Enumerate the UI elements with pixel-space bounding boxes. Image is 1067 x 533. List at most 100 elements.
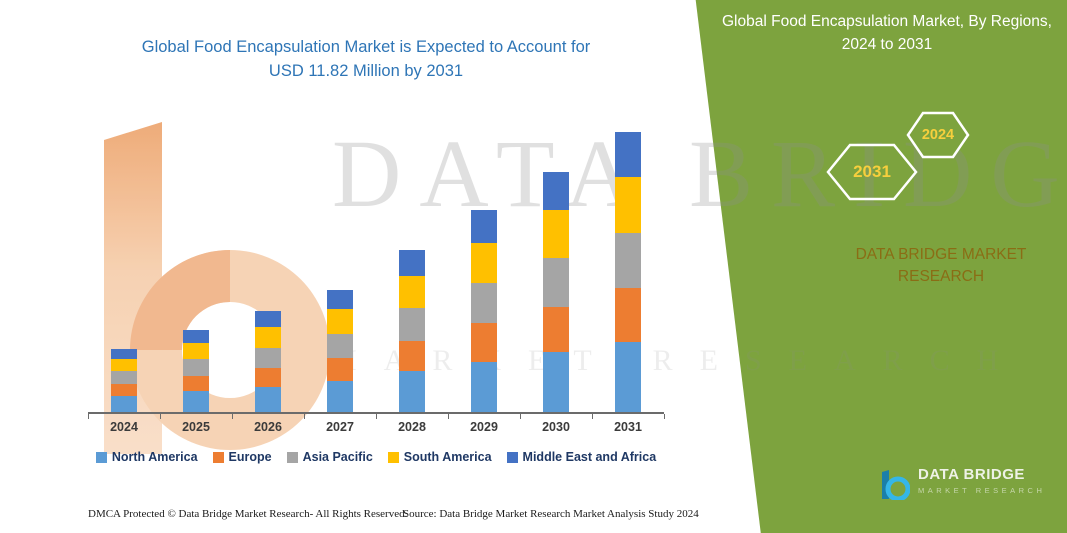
- bar-segment: [615, 232, 641, 289]
- chart-title-line2: USD 11.82 Million by 2031: [268, 61, 464, 80]
- legend-item: South America: [387, 450, 492, 464]
- bar-segment: [471, 210, 497, 243]
- bar-segment: [543, 258, 569, 307]
- legend-label: South America: [403, 450, 492, 464]
- bar-2028: [376, 118, 448, 412]
- bar-segment: [111, 348, 137, 359]
- footer-logo-name: DATA BRIDGE: [918, 466, 1025, 483]
- hexagon-badge-2024: 2024: [906, 110, 970, 160]
- bar-2027: [304, 118, 376, 412]
- bar-segment: [183, 329, 209, 344]
- data-bridge-logo-icon: [882, 470, 910, 500]
- badge-year-label: 2031: [853, 162, 891, 181]
- bar-segment: [399, 250, 425, 277]
- bar-segment: [615, 131, 641, 177]
- x-axis-label: 2031: [614, 420, 642, 434]
- bar-segment: [471, 323, 497, 362]
- footer-logo: DATA BRIDGE MARKET RESEARCH: [880, 466, 1045, 500]
- footer-logo-text: DATA BRIDGE MARKET RESEARCH: [918, 466, 1045, 495]
- bar-segment: [399, 276, 425, 309]
- axis-tick: [663, 414, 665, 419]
- bar-segment: [543, 171, 569, 211]
- x-axis-label: 2027: [326, 420, 354, 434]
- dmca-copyright-text: DMCA Protected © Data Bridge Market Rese…: [88, 508, 408, 520]
- x-axis-label: 2028: [398, 420, 426, 434]
- badge-year-label: 2024: [921, 127, 955, 143]
- legend-item: Middle East and Africa: [506, 450, 657, 464]
- legend-item: North America: [95, 450, 198, 464]
- x-axis-labels: 2024 2025 2026 2027 2028 2029 2030 2031: [88, 420, 664, 434]
- legend-swatch-icon: [286, 451, 298, 463]
- legend-swatch-icon: [95, 451, 107, 463]
- bar-segment: [615, 288, 641, 342]
- legend-item: Europe: [212, 450, 272, 464]
- bar-segment: [111, 384, 137, 397]
- x-axis-label: 2026: [254, 420, 282, 434]
- bar-segment: [255, 347, 281, 368]
- legend-swatch-icon: [387, 451, 399, 463]
- chart-title: Global Food Encapsulation Market is Expe…: [60, 36, 672, 84]
- bar-2026: [232, 118, 304, 412]
- bar-segment: [543, 352, 569, 412]
- brand-line2: RESEARCH: [897, 268, 985, 286]
- hexagon-outline-icon: [826, 143, 918, 201]
- axis-tick: [231, 414, 233, 419]
- bar-segment: [183, 391, 209, 412]
- legend-item: Asia Pacific: [286, 450, 373, 464]
- bar-2031: [592, 118, 664, 412]
- bar-segment: [255, 327, 281, 348]
- hexagon-outline-icon: [906, 111, 970, 159]
- bar-segment: [327, 381, 353, 412]
- side-panel-title: Global Food Encapsulation Market, By Reg…: [722, 13, 1052, 54]
- x-axis-label: 2025: [182, 420, 210, 434]
- brand-line1: DATA BRIDGE MARKET: [855, 246, 1027, 263]
- bar-segment: [327, 333, 353, 359]
- hexagon-badge-2031: 2031: [826, 142, 918, 202]
- legend-label: Middle East and Africa: [522, 450, 657, 464]
- axis-tick: [591, 414, 593, 419]
- stacked-bar-chart: 2024 2025 2026 2027 2028 2029 2030 2031 North A…: [87, 118, 665, 464]
- bar-segment: [399, 308, 425, 341]
- bar-2029: [448, 118, 520, 412]
- bar-segment: [183, 375, 209, 392]
- bar-segment: [327, 309, 353, 334]
- bar-segment: [255, 367, 281, 387]
- axis-tick: [375, 414, 377, 419]
- legend-label: Asia Pacific: [302, 450, 373, 464]
- bar-segment: [255, 311, 281, 328]
- bar-segment: [255, 386, 281, 412]
- legend-label: Europe: [228, 450, 272, 464]
- axis-tick: [303, 414, 305, 419]
- brand-wordmark: DATA BRIDGE MARKET RESEARCH: [836, 244, 1046, 289]
- x-axis-label: 2030: [542, 420, 570, 434]
- bar-segment: [399, 340, 425, 372]
- footer-logo-subtitle: MARKET RESEARCH: [918, 486, 1046, 495]
- bar-segment: [327, 358, 353, 382]
- axis-tick: [519, 414, 521, 419]
- bar-segment: [615, 176, 641, 233]
- bar-segment: [399, 371, 425, 412]
- legend-swatch-icon: [212, 451, 224, 463]
- axis-tick: [159, 414, 161, 419]
- bar-2024: [88, 118, 160, 412]
- x-axis-label: 2029: [470, 420, 498, 434]
- bar-2030: [520, 118, 592, 412]
- plot-area: [87, 118, 665, 419]
- bar-segment: [111, 358, 137, 372]
- legend-swatch-icon: [506, 451, 518, 463]
- bar-segment: [183, 359, 209, 376]
- axis-tick: [87, 414, 89, 419]
- legend-label: North America: [111, 450, 198, 464]
- chart-legend: North America Europe Asia Pacific South Ame…: [88, 450, 664, 464]
- source-text: Source: Data Bridge Market Research Mark…: [403, 508, 699, 520]
- bar-segment: [111, 371, 137, 385]
- bar-segment: [471, 242, 497, 283]
- bar-segment: [183, 343, 209, 360]
- bar-segment: [111, 396, 137, 412]
- bar-segment: [543, 210, 569, 259]
- chart-title-line1: Global Food Encapsulation Market is Expe…: [141, 38, 591, 56]
- bar-segment: [471, 282, 497, 324]
- axis-tick: [447, 414, 449, 419]
